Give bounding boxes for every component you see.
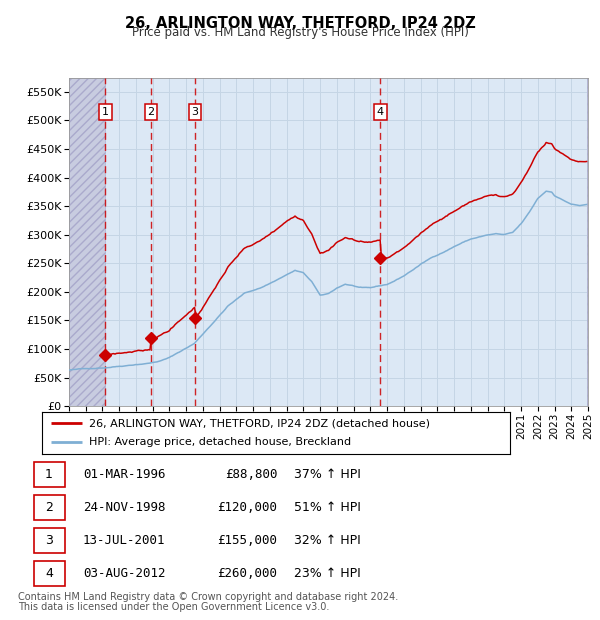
Text: 51% ↑ HPI: 51% ↑ HPI (295, 502, 361, 514)
Text: £260,000: £260,000 (217, 567, 277, 580)
FancyBboxPatch shape (34, 495, 65, 520)
Text: 2: 2 (45, 502, 53, 514)
Text: 4: 4 (377, 107, 384, 117)
Bar (587, 78, 588, 406)
Text: Price paid vs. HM Land Registry's House Price Index (HPI): Price paid vs. HM Land Registry's House … (131, 26, 469, 39)
Text: Contains HM Land Registry data © Crown copyright and database right 2024.: Contains HM Land Registry data © Crown c… (18, 592, 398, 602)
Text: 13-JUL-2001: 13-JUL-2001 (83, 534, 166, 547)
Text: £88,800: £88,800 (225, 469, 277, 481)
Text: 26, ARLINGTON WAY, THETFORD, IP24 2DZ (detached house): 26, ARLINGTON WAY, THETFORD, IP24 2DZ (d… (89, 418, 430, 428)
Text: 3: 3 (191, 107, 199, 117)
Text: 4: 4 (45, 567, 53, 580)
Text: £155,000: £155,000 (217, 534, 277, 547)
Text: 2: 2 (148, 107, 155, 117)
Text: 32% ↑ HPI: 32% ↑ HPI (295, 534, 361, 547)
Text: 24-NOV-1998: 24-NOV-1998 (83, 502, 166, 514)
Text: 1: 1 (102, 107, 109, 117)
FancyBboxPatch shape (34, 528, 65, 553)
Text: 1: 1 (45, 469, 53, 481)
Text: 03-AUG-2012: 03-AUG-2012 (83, 567, 166, 580)
Bar (69, 78, 105, 406)
Bar (587, 78, 588, 406)
Text: 37% ↑ HPI: 37% ↑ HPI (295, 469, 361, 481)
Text: 3: 3 (45, 534, 53, 547)
Text: 01-MAR-1996: 01-MAR-1996 (83, 469, 166, 481)
Text: 23% ↑ HPI: 23% ↑ HPI (295, 567, 361, 580)
Text: 26, ARLINGTON WAY, THETFORD, IP24 2DZ: 26, ARLINGTON WAY, THETFORD, IP24 2DZ (125, 16, 475, 30)
Bar (69, 78, 105, 406)
FancyBboxPatch shape (34, 561, 65, 586)
Text: HPI: Average price, detached house, Breckland: HPI: Average price, detached house, Brec… (89, 438, 351, 448)
Text: £120,000: £120,000 (217, 502, 277, 514)
FancyBboxPatch shape (34, 463, 65, 487)
Text: This data is licensed under the Open Government Licence v3.0.: This data is licensed under the Open Gov… (18, 602, 329, 612)
